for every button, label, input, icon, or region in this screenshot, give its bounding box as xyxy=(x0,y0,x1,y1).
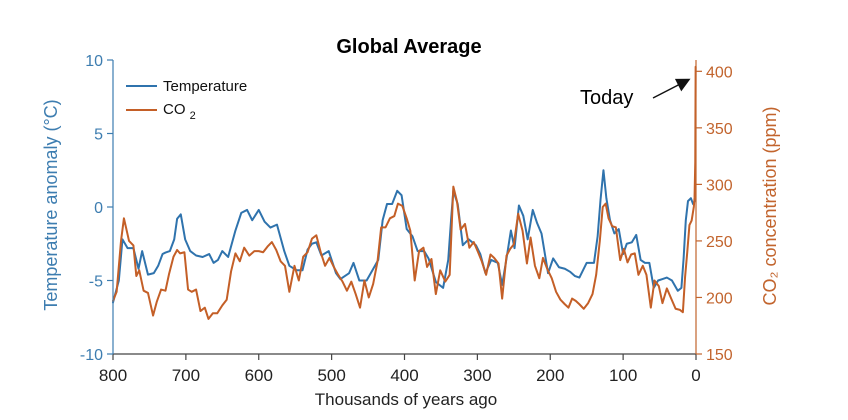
legend-co2-label: CO 2 xyxy=(163,101,196,122)
x-tick-label-500: 500 xyxy=(317,366,345,385)
x-tick-label-400: 400 xyxy=(390,366,418,385)
today-annotation: Today xyxy=(580,87,633,109)
plot-frame xyxy=(113,60,696,354)
y-right-tick-label-400: 400 xyxy=(706,64,733,81)
y-right-tick-label-150: 150 xyxy=(706,347,733,364)
y-left-tick-label--5: -5 xyxy=(89,274,103,291)
x-tick-label-700: 700 xyxy=(172,366,200,385)
axes-layer: 800 700 600 500 400 300 200 100 0 10 5 0 -5 -10 400 350… xyxy=(80,53,733,385)
temperature-series-line xyxy=(112,169,697,304)
plot-area xyxy=(113,60,696,354)
y-left-tick-label-0: 0 xyxy=(94,200,103,217)
y-right-tick-label-200: 200 xyxy=(706,290,733,307)
y-axis-left-label: Temperature anomaly (°C) xyxy=(41,99,61,310)
series-layer xyxy=(112,65,697,320)
legend-co2-subscript: 2 xyxy=(190,110,196,122)
x-tick-label-200: 200 xyxy=(536,366,564,385)
x-axis-label: Thousands of years ago xyxy=(315,390,497,409)
y-left-tick-label-5: 5 xyxy=(94,127,103,144)
x-tick-label-800: 800 xyxy=(99,366,127,385)
legend-co2-main: CO xyxy=(163,101,186,118)
x-tick-label-0: 0 xyxy=(691,366,700,385)
y-left-tick-label--10: -10 xyxy=(80,347,103,364)
y-left-tick-label-10: 10 xyxy=(85,53,103,70)
co2-series-line xyxy=(112,65,697,320)
y-right-tick-label-250: 250 xyxy=(706,234,733,251)
y-right-tick-label-300: 300 xyxy=(706,177,733,194)
legend: Temperature CO 2 xyxy=(126,78,247,122)
x-tick-label-300: 300 xyxy=(463,366,491,385)
legend-temperature-label: Temperature xyxy=(163,78,247,95)
today-arrow xyxy=(652,78,691,99)
x-tick-label-600: 600 xyxy=(245,366,273,385)
y-right-tick-label-350: 350 xyxy=(706,121,733,138)
chart-title: Global Average xyxy=(336,36,481,58)
x-tick-label-100: 100 xyxy=(609,366,637,385)
y-axis-right-label: CO₂ concentration (ppm) xyxy=(760,106,780,305)
